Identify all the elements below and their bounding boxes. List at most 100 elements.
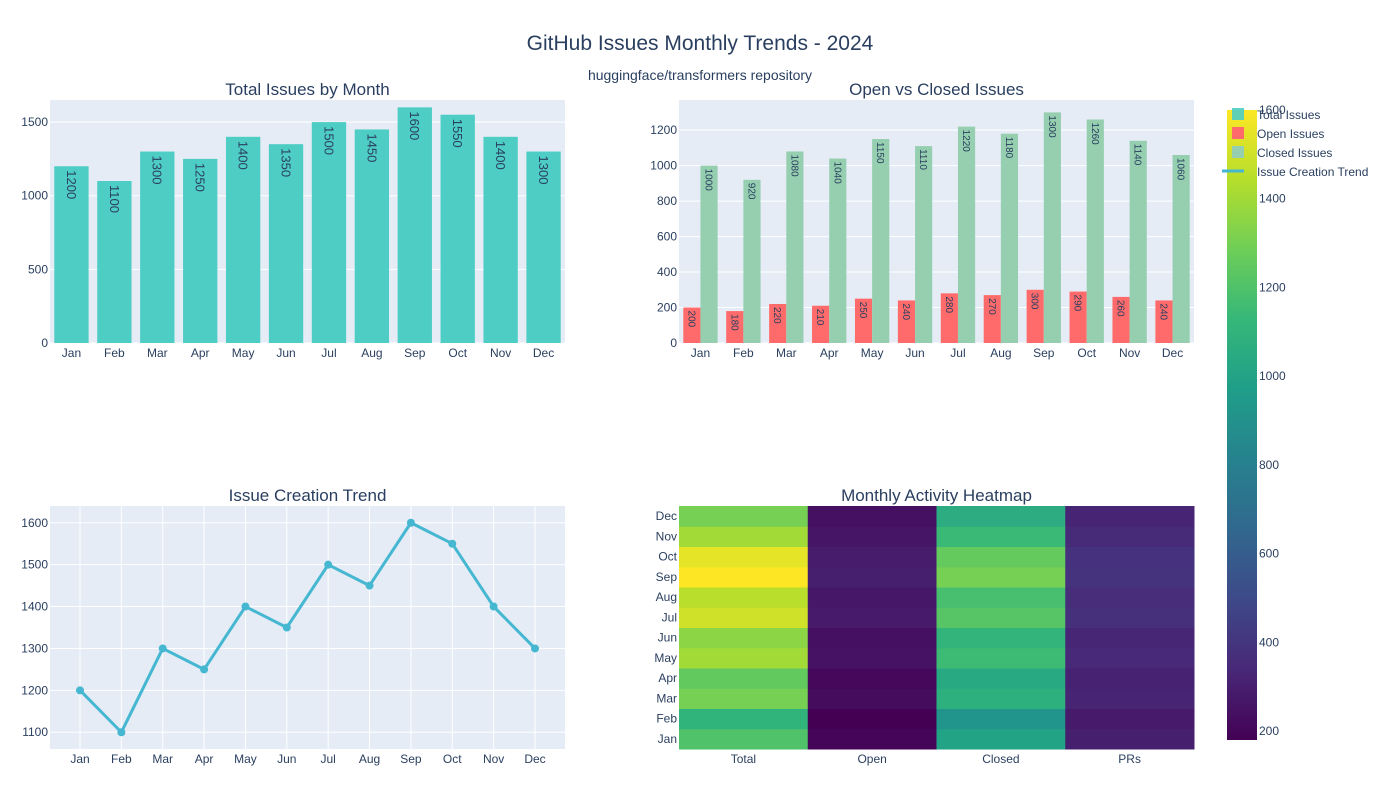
open-closed-xtick-label: Jan: [691, 346, 710, 360]
total-issues-bar: [183, 158, 218, 343]
creation-trend-plot-bg: [50, 506, 565, 749]
heatmap-cell: [936, 627, 1066, 649]
heatmap-cell: [1065, 546, 1195, 568]
closed-issues-bar: [743, 179, 761, 343]
open-issues-bar: [1026, 289, 1044, 343]
creation-trend-ytick-label: 1600: [21, 516, 48, 530]
creation-trend-ytick-label: 1300: [21, 641, 48, 655]
closed-issues-bar-label: 1140: [1132, 144, 1143, 166]
heatmap-cell: [807, 627, 937, 649]
colorbar: 200 400 600 800 1000 1200 1400 1600: [1227, 103, 1286, 740]
closed-issues-bar-label: 1220: [960, 130, 971, 153]
legend-item-total[interactable]: Total Issues: [1232, 108, 1320, 122]
open-closed-xtick-label: May: [861, 346, 884, 360]
heatmap-cell: [807, 607, 937, 628]
legend: Total Issues Open Issues Closed Issues I…: [1222, 108, 1368, 179]
heatmap-cell: [679, 607, 809, 628]
colorbar-tick-label: 1200: [1259, 280, 1286, 294]
legend-item-trend[interactable]: Issue Creation Trend: [1222, 165, 1368, 179]
total-issues-xtick-label: Aug: [361, 346, 382, 360]
open-issues-bar-label: 220: [771, 307, 782, 324]
heatmap-ytick-label: Jan: [658, 732, 677, 746]
total-issues-bar-label: 1300: [150, 156, 165, 185]
heatmap-cell: [679, 668, 809, 689]
legend-item-open[interactable]: Open Issues: [1232, 127, 1324, 141]
total-issues-bar: [440, 114, 475, 344]
total-issues-ytick-label: 1000: [21, 189, 48, 203]
colorbar-tick-label: 1400: [1259, 192, 1286, 206]
creation-trend-ytick-label: 1400: [21, 600, 48, 614]
closed-issues-bar-label: 1110: [917, 149, 928, 170]
open-issues-bar-label: 250: [857, 302, 868, 319]
total-issues-bar-label: 1300: [536, 156, 551, 185]
heatmap-cell: [1065, 708, 1195, 730]
heatmap-cell: [936, 728, 1066, 750]
heatmap-xtick-label: Total: [731, 752, 756, 766]
heatmap-cell: [936, 587, 1066, 608]
open-issues-bar: [1155, 300, 1173, 343]
colorbar-tick-label: 1600: [1259, 103, 1286, 117]
legend-item-closed[interactable]: Closed Issues: [1232, 146, 1332, 160]
closed-issues-bar-label: 1180: [1003, 137, 1014, 159]
total-issues-bar: [526, 151, 561, 343]
colorbar-scale: [1227, 110, 1257, 740]
total-issues-xtick-label: Feb: [104, 346, 125, 360]
total-issues-bar-label: 1550: [450, 119, 465, 148]
heatmap-cell: [1065, 587, 1195, 608]
total-issues-bar-label: 1100: [107, 185, 122, 213]
heatmap-cell: [936, 607, 1066, 628]
legend-label-trend: Issue Creation Trend: [1257, 165, 1368, 179]
open-closed-plot-bg: [679, 100, 1194, 343]
total-issues-xtick-label: Jan: [62, 346, 81, 360]
closed-issues-bar: [829, 158, 847, 343]
colorbar-tick-label: 400: [1259, 635, 1279, 649]
creation-trend-ytick-label: 1500: [21, 558, 48, 572]
creation-trend-point: [448, 539, 457, 548]
total-issues-xtick-label: Mar: [147, 346, 168, 360]
total-issues-bar-label: 1600: [407, 111, 422, 140]
colorbar-tick-label: 600: [1259, 547, 1279, 561]
heatmap-cell: [936, 546, 1066, 568]
creation-trend-xtick-label: Jan: [70, 752, 89, 766]
open-issues-bar: [726, 311, 744, 343]
open-closed-title: Open vs Closed Issues: [849, 80, 1024, 99]
closed-issues-bar: [700, 165, 718, 343]
total-issues-bar-label: 1400: [236, 141, 251, 170]
total-issues-title: Total Issues by Month: [225, 80, 389, 99]
closed-issues-bar: [1129, 140, 1147, 343]
total-issues-ytick-label: 1500: [21, 115, 48, 129]
heatmap-ytick-label: Nov: [656, 529, 677, 543]
total-issues-xtick-label: May: [232, 346, 255, 360]
total-issues-xtick-label: Dec: [533, 346, 554, 360]
creation-trend-point: [158, 644, 167, 653]
heatmap-cell: [679, 506, 809, 527]
total-issues-ytick-label: 500: [28, 262, 48, 276]
legend-label-open: Open Issues: [1257, 127, 1324, 141]
creation-trend-line: [78, 521, 537, 734]
open-closed-xtick-label: Nov: [1119, 346, 1140, 360]
heatmap-cell: [807, 708, 937, 730]
heatmap-ytick-label: Jul: [662, 610, 677, 624]
open-closed-xtick-label: Sep: [1033, 346, 1055, 360]
open-closed-ytick-label: 400: [657, 265, 677, 279]
heatmap-cell: [936, 668, 1066, 689]
total-issues-bar: [225, 136, 261, 343]
heatmap-cell: [679, 627, 809, 649]
open-closed-xtick-label: Apr: [820, 346, 839, 360]
open-closed-xtick-label: Jul: [950, 346, 965, 360]
heatmap-ytick-label: Mar: [656, 691, 677, 705]
heatmap-xtick-label: PRs: [1118, 752, 1141, 766]
heatmap-cell: [1065, 566, 1195, 588]
creation-trend-title: Issue Creation Trend: [229, 486, 387, 505]
open-issues-bar-label: 270: [986, 298, 997, 315]
open-closed-ytick-label: 800: [657, 194, 677, 208]
heatmap-cell: [936, 506, 1066, 527]
heatmap-cell: [807, 506, 937, 527]
total-issues-bar: [354, 129, 390, 343]
total-issues-bar: [483, 136, 518, 343]
legend-swatch-closed: [1232, 146, 1244, 158]
heatmap-cell: [807, 688, 937, 709]
creation-trend-ytick-label: 1100: [22, 725, 48, 739]
heatmap-ytick-label: Jun: [658, 631, 677, 645]
